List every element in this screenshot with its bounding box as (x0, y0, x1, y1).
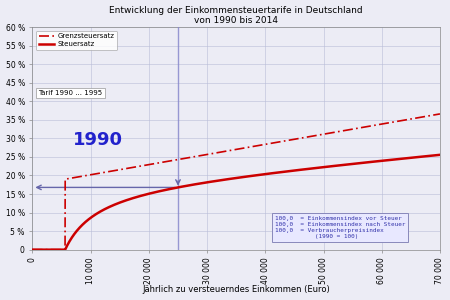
Title: Entwicklung der Einkommensteuertarife in Deutschland
von 1990 bis 2014: Entwicklung der Einkommensteuertarife in… (109, 6, 363, 25)
Legend: Grenzsteuersatz, Steuersatz: Grenzsteuersatz, Steuersatz (36, 31, 117, 50)
Text: 1990: 1990 (73, 131, 123, 149)
Text: Tarif 1990 ... 1995: Tarif 1990 ... 1995 (39, 90, 103, 96)
X-axis label: Jährlich zu versteuerndes Einkommen (Euro): Jährlich zu versteuerndes Einkommen (Eur… (142, 285, 330, 294)
Text: 100,0  = Einkommensindex vor Steuer
100,0  = Einkommensindex nach Steuer
100,0  : 100,0 = Einkommensindex vor Steuer 100,0… (275, 216, 405, 239)
